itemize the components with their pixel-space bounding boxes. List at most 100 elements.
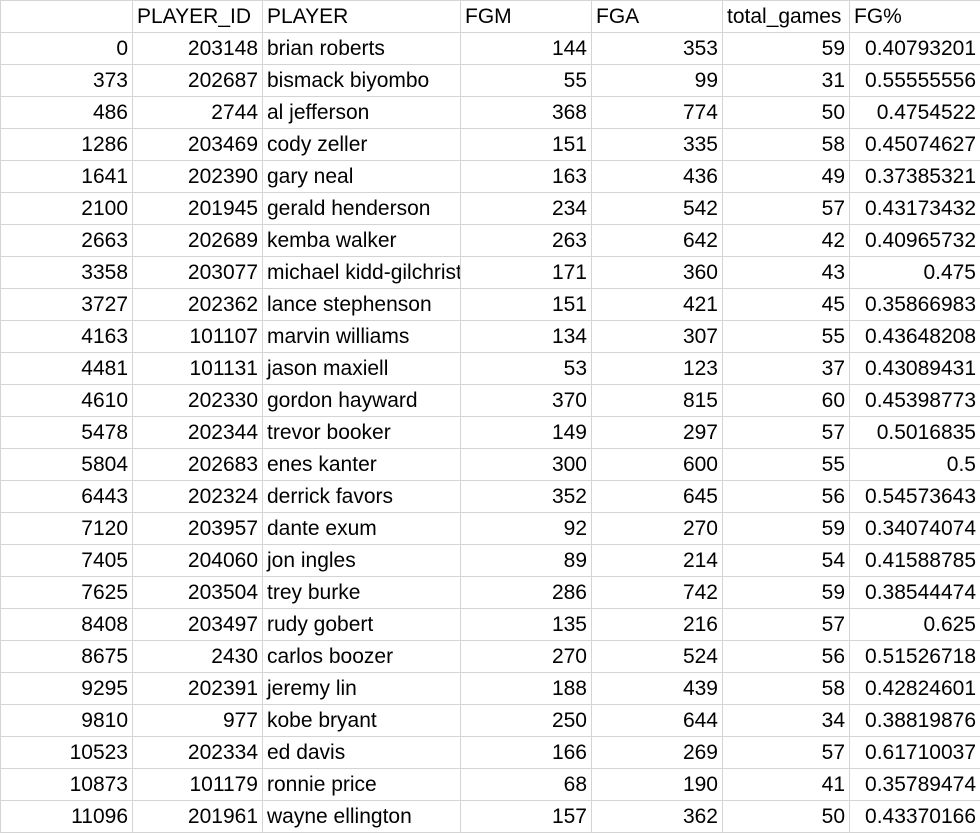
cell-index[interactable]: 11096: [1, 801, 133, 833]
cell-fg-pct[interactable]: 0.45398773: [850, 385, 980, 417]
cell-fga[interactable]: 645: [592, 481, 723, 513]
cell-total-games[interactable]: 60: [723, 385, 850, 417]
cell-player-id[interactable]: 2430: [133, 641, 263, 673]
cell-player[interactable]: ed davis: [263, 737, 461, 769]
cell-player-id[interactable]: 203148: [133, 33, 263, 65]
cell-fga[interactable]: 307: [592, 321, 723, 353]
cell-player-id[interactable]: 204060: [133, 545, 263, 577]
cell-fga[interactable]: 436: [592, 161, 723, 193]
cell-fg-pct[interactable]: 0.61710037: [850, 737, 980, 769]
cell-player-id[interactable]: 202390: [133, 161, 263, 193]
header-cell-index[interactable]: [1, 1, 133, 33]
cell-total-games[interactable]: 41: [723, 769, 850, 801]
cell-fga[interactable]: 190: [592, 769, 723, 801]
cell-player[interactable]: enes kanter: [263, 449, 461, 481]
cell-fgm[interactable]: 149: [461, 417, 592, 449]
cell-fga[interactable]: 742: [592, 577, 723, 609]
cell-player[interactable]: cody zeller: [263, 129, 461, 161]
cell-fg-pct[interactable]: 0.41588785: [850, 545, 980, 577]
cell-fg-pct[interactable]: 0.38544474: [850, 577, 980, 609]
cell-total-games[interactable]: 50: [723, 97, 850, 129]
cell-player-id[interactable]: 202330: [133, 385, 263, 417]
cell-fg-pct[interactable]: 0.38819876: [850, 705, 980, 737]
cell-fgm[interactable]: 286: [461, 577, 592, 609]
cell-player[interactable]: jon ingles: [263, 545, 461, 577]
cell-fga[interactable]: 353: [592, 33, 723, 65]
cell-player-id[interactable]: 202344: [133, 417, 263, 449]
cell-fga[interactable]: 644: [592, 705, 723, 737]
cell-total-games[interactable]: 57: [723, 417, 850, 449]
cell-total-games[interactable]: 59: [723, 577, 850, 609]
cell-fgm[interactable]: 370: [461, 385, 592, 417]
cell-fga[interactable]: 270: [592, 513, 723, 545]
cell-player[interactable]: gerald henderson: [263, 193, 461, 225]
cell-fg-pct[interactable]: 0.54573643: [850, 481, 980, 513]
cell-total-games[interactable]: 59: [723, 513, 850, 545]
cell-fga[interactable]: 123: [592, 353, 723, 385]
cell-fga[interactable]: 439: [592, 673, 723, 705]
cell-index[interactable]: 1286: [1, 129, 133, 161]
cell-index[interactable]: 3358: [1, 257, 133, 289]
cell-total-games[interactable]: 56: [723, 641, 850, 673]
cell-fga[interactable]: 214: [592, 545, 723, 577]
cell-player[interactable]: jason maxiell: [263, 353, 461, 385]
cell-fg-pct[interactable]: 0.35866983: [850, 289, 980, 321]
cell-total-games[interactable]: 34: [723, 705, 850, 737]
cell-player[interactable]: trey burke: [263, 577, 461, 609]
cell-fg-pct[interactable]: 0.43370166: [850, 801, 980, 833]
cell-fgm[interactable]: 53: [461, 353, 592, 385]
cell-player-id[interactable]: 203077: [133, 257, 263, 289]
cell-player-id[interactable]: 203469: [133, 129, 263, 161]
cell-total-games[interactable]: 49: [723, 161, 850, 193]
cell-index[interactable]: 9295: [1, 673, 133, 705]
cell-total-games[interactable]: 50: [723, 801, 850, 833]
cell-player[interactable]: kemba walker: [263, 225, 461, 257]
cell-fgm[interactable]: 352: [461, 481, 592, 513]
cell-fga[interactable]: 99: [592, 65, 723, 97]
cell-fg-pct[interactable]: 0.35789474: [850, 769, 980, 801]
cell-fg-pct[interactable]: 0.43648208: [850, 321, 980, 353]
cell-player[interactable]: michael kidd-gilchrist: [263, 257, 461, 289]
cell-fga[interactable]: 774: [592, 97, 723, 129]
cell-total-games[interactable]: 59: [723, 33, 850, 65]
header-cell-player[interactable]: PLAYER: [263, 1, 461, 33]
cell-fgm[interactable]: 144: [461, 33, 592, 65]
cell-fgm[interactable]: 368: [461, 97, 592, 129]
cell-fg-pct[interactable]: 0.37385321: [850, 161, 980, 193]
cell-fgm[interactable]: 270: [461, 641, 592, 673]
cell-total-games[interactable]: 42: [723, 225, 850, 257]
cell-player[interactable]: lance stephenson: [263, 289, 461, 321]
cell-fga[interactable]: 269: [592, 737, 723, 769]
cell-index[interactable]: 3727: [1, 289, 133, 321]
cell-fga[interactable]: 297: [592, 417, 723, 449]
cell-player[interactable]: carlos boozer: [263, 641, 461, 673]
cell-player-id[interactable]: 202683: [133, 449, 263, 481]
cell-player-id[interactable]: 101131: [133, 353, 263, 385]
cell-fg-pct[interactable]: 0.51526718: [850, 641, 980, 673]
cell-player-id[interactable]: 202689: [133, 225, 263, 257]
cell-total-games[interactable]: 57: [723, 193, 850, 225]
cell-total-games[interactable]: 57: [723, 737, 850, 769]
cell-total-games[interactable]: 58: [723, 673, 850, 705]
cell-player[interactable]: kobe bryant: [263, 705, 461, 737]
header-cell-player-id[interactable]: PLAYER_ID: [133, 1, 263, 33]
cell-index[interactable]: 6443: [1, 481, 133, 513]
cell-total-games[interactable]: 56: [723, 481, 850, 513]
cell-index[interactable]: 7120: [1, 513, 133, 545]
cell-player[interactable]: marvin williams: [263, 321, 461, 353]
cell-player-id[interactable]: 202687: [133, 65, 263, 97]
cell-fgm[interactable]: 134: [461, 321, 592, 353]
cell-player-id[interactable]: 201945: [133, 193, 263, 225]
cell-fgm[interactable]: 55: [461, 65, 592, 97]
cell-fgm[interactable]: 92: [461, 513, 592, 545]
cell-index[interactable]: 4163: [1, 321, 133, 353]
cell-index[interactable]: 0: [1, 33, 133, 65]
cell-player-id[interactable]: 203504: [133, 577, 263, 609]
cell-player[interactable]: gary neal: [263, 161, 461, 193]
cell-player[interactable]: al jefferson: [263, 97, 461, 129]
header-cell-fga[interactable]: FGA: [592, 1, 723, 33]
cell-player[interactable]: ronnie price: [263, 769, 461, 801]
cell-fgm[interactable]: 135: [461, 609, 592, 641]
cell-fg-pct[interactable]: 0.34074074: [850, 513, 980, 545]
cell-fga[interactable]: 216: [592, 609, 723, 641]
